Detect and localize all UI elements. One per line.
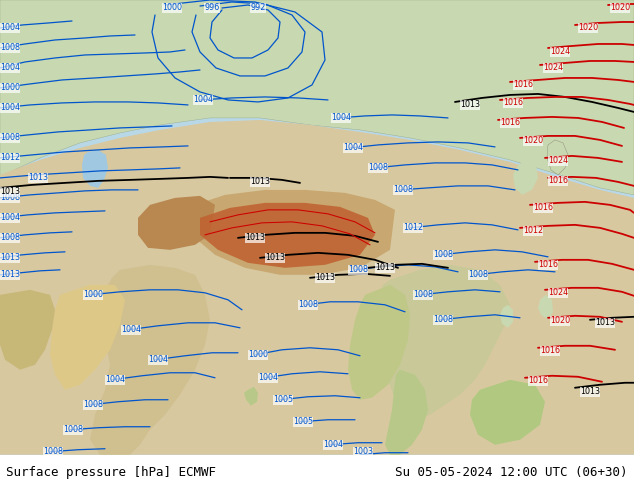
Text: 1016: 1016 bbox=[503, 98, 523, 107]
Text: 1024: 1024 bbox=[548, 288, 568, 297]
Polygon shape bbox=[500, 305, 513, 328]
Text: 1008: 1008 bbox=[298, 300, 318, 309]
Polygon shape bbox=[538, 295, 553, 320]
Text: 1008: 1008 bbox=[368, 163, 388, 172]
Text: 1013: 1013 bbox=[250, 177, 270, 186]
Text: 1016: 1016 bbox=[548, 176, 568, 185]
Polygon shape bbox=[82, 150, 108, 188]
Text: 1003: 1003 bbox=[353, 447, 373, 456]
Polygon shape bbox=[547, 140, 568, 175]
Text: 1004: 1004 bbox=[0, 213, 20, 222]
Text: 1008: 1008 bbox=[468, 270, 488, 279]
Text: Su 05-05-2024 12:00 UTC (06+30): Su 05-05-2024 12:00 UTC (06+30) bbox=[395, 466, 628, 479]
Text: 1016: 1016 bbox=[528, 376, 548, 385]
Polygon shape bbox=[0, 290, 55, 370]
Text: 1008: 1008 bbox=[83, 400, 103, 409]
Text: 1013: 1013 bbox=[28, 173, 48, 182]
Polygon shape bbox=[200, 203, 375, 268]
Text: 1016: 1016 bbox=[533, 203, 553, 212]
Text: 1004: 1004 bbox=[0, 24, 20, 32]
Text: 1008: 1008 bbox=[393, 185, 413, 195]
Text: 1004: 1004 bbox=[148, 355, 168, 364]
Text: 992: 992 bbox=[250, 3, 266, 13]
Text: 1005: 1005 bbox=[293, 417, 313, 426]
Polygon shape bbox=[50, 285, 125, 390]
Text: 1013: 1013 bbox=[245, 233, 265, 243]
Text: 1000: 1000 bbox=[162, 3, 182, 13]
Text: 1020: 1020 bbox=[550, 317, 570, 325]
Text: 1013: 1013 bbox=[0, 253, 20, 262]
Text: 1000: 1000 bbox=[0, 83, 20, 93]
Text: 1012: 1012 bbox=[403, 223, 423, 232]
Text: 1000: 1000 bbox=[83, 290, 103, 299]
Text: 1008: 1008 bbox=[43, 447, 63, 456]
Text: 1013: 1013 bbox=[375, 263, 395, 272]
Text: 1008: 1008 bbox=[0, 233, 20, 243]
Text: 1008: 1008 bbox=[0, 194, 20, 202]
Text: 1024: 1024 bbox=[548, 156, 568, 166]
Polygon shape bbox=[90, 265, 210, 455]
Text: 1024: 1024 bbox=[550, 48, 570, 56]
Text: 1004: 1004 bbox=[193, 96, 213, 104]
Text: 1004: 1004 bbox=[323, 440, 343, 449]
Text: 1008: 1008 bbox=[433, 250, 453, 259]
Polygon shape bbox=[0, 0, 634, 195]
Polygon shape bbox=[375, 265, 510, 420]
Polygon shape bbox=[385, 370, 428, 455]
Polygon shape bbox=[0, 120, 634, 455]
Text: 1013: 1013 bbox=[315, 273, 335, 282]
Polygon shape bbox=[244, 387, 258, 406]
Text: Surface pressure [hPa] ECMWF: Surface pressure [hPa] ECMWF bbox=[6, 466, 216, 479]
Text: 1004: 1004 bbox=[0, 103, 20, 112]
Text: 1004: 1004 bbox=[343, 144, 363, 152]
Polygon shape bbox=[348, 285, 410, 400]
Text: 1020: 1020 bbox=[523, 136, 543, 146]
Text: 1004: 1004 bbox=[0, 64, 20, 73]
Polygon shape bbox=[138, 196, 215, 250]
Text: 1013: 1013 bbox=[580, 387, 600, 396]
Text: 1005: 1005 bbox=[273, 395, 293, 404]
Text: 1013: 1013 bbox=[0, 270, 20, 279]
Polygon shape bbox=[190, 190, 395, 275]
Text: 1020: 1020 bbox=[610, 3, 630, 13]
Text: 1012: 1012 bbox=[523, 226, 543, 235]
Text: 1013: 1013 bbox=[0, 187, 20, 196]
Text: 1008: 1008 bbox=[348, 265, 368, 274]
Text: 1016: 1016 bbox=[540, 346, 560, 355]
Text: 1004: 1004 bbox=[258, 373, 278, 382]
Text: 1004: 1004 bbox=[121, 325, 141, 334]
Text: 1020: 1020 bbox=[578, 24, 598, 32]
Text: 1013: 1013 bbox=[595, 318, 615, 327]
Text: 1016: 1016 bbox=[538, 260, 558, 270]
Text: 1008: 1008 bbox=[0, 44, 20, 52]
Text: 1004: 1004 bbox=[105, 375, 125, 384]
Text: 996: 996 bbox=[204, 3, 219, 13]
Text: 1013: 1013 bbox=[460, 100, 480, 109]
Text: 1008: 1008 bbox=[433, 315, 453, 324]
Text: 1008: 1008 bbox=[413, 290, 433, 299]
Text: 1004: 1004 bbox=[331, 113, 351, 122]
Polygon shape bbox=[513, 160, 538, 195]
Text: 1016: 1016 bbox=[500, 119, 520, 127]
Text: 1000: 1000 bbox=[248, 350, 268, 359]
Polygon shape bbox=[470, 380, 545, 445]
Text: 1012: 1012 bbox=[0, 153, 20, 162]
Text: 1024: 1024 bbox=[543, 64, 563, 73]
Text: 1008: 1008 bbox=[0, 133, 20, 143]
Text: 1013: 1013 bbox=[265, 253, 285, 262]
Text: 1008: 1008 bbox=[63, 425, 83, 434]
Text: 1016: 1016 bbox=[513, 80, 533, 90]
